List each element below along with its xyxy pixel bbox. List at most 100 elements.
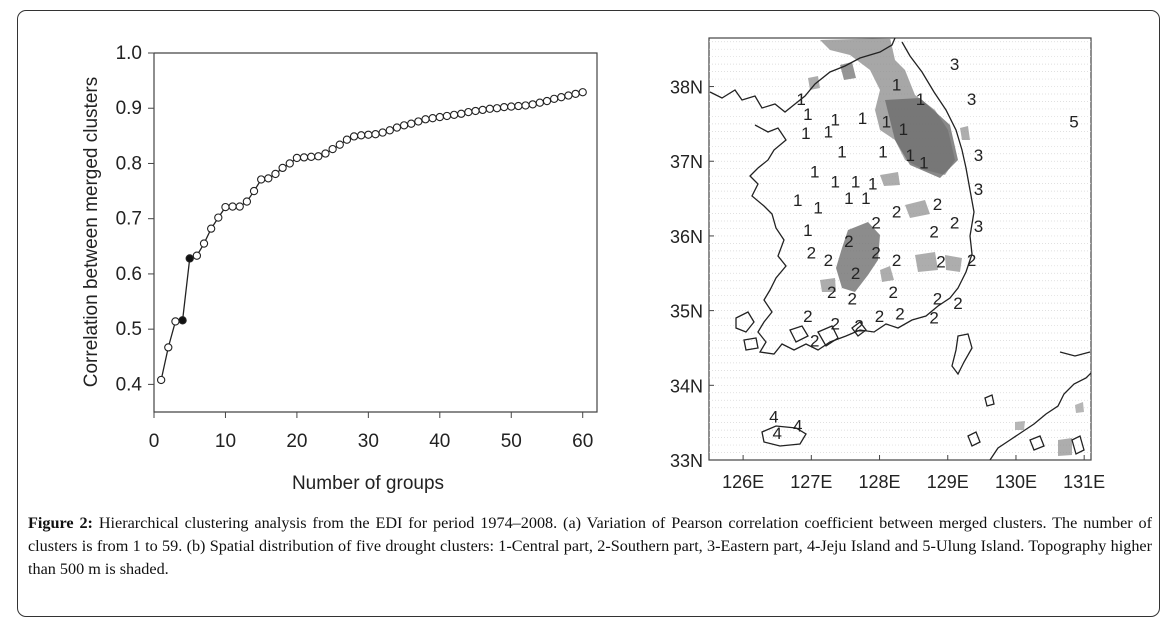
- cluster-label-3: 3: [950, 55, 959, 74]
- data-point: [385, 126, 394, 135]
- cluster-label-2: 2: [803, 307, 812, 326]
- data-point: [335, 140, 344, 149]
- cluster-label-2: 2: [824, 251, 833, 270]
- x-tick-label: 30: [358, 431, 379, 452]
- data-point: [278, 163, 287, 173]
- data-point: [207, 224, 216, 233]
- map-grid: [709, 41, 1091, 453]
- data-point: [242, 197, 252, 206]
- y-tick-label: 0.8: [116, 153, 142, 174]
- cluster-label-2: 2: [936, 252, 945, 271]
- data-point: [235, 202, 244, 211]
- cluster-label-2: 2: [892, 251, 901, 270]
- data-point: [199, 239, 209, 248]
- cluster-label-2: 2: [844, 232, 853, 251]
- data-point: [192, 251, 202, 260]
- cluster-label-2: 2: [967, 251, 976, 270]
- cluster-label-2: 2: [871, 213, 880, 232]
- lat-label: 34N: [670, 376, 703, 396]
- cluster-label-2: 2: [953, 294, 962, 313]
- latitude-labels: 38N 37N 36N 35N 34N 33N: [670, 78, 714, 471]
- data-point: [264, 174, 273, 183]
- cluster-label-1: 1: [803, 105, 812, 124]
- data-point: [407, 119, 416, 128]
- cluster-label-1: 1: [861, 189, 870, 208]
- figure-label: Figure 2:: [28, 514, 93, 532]
- cluster-label-3: 3: [974, 180, 983, 199]
- y-axis-label: Correlation between merged clusters: [81, 77, 102, 388]
- figure-caption: Figure 2: Hierarchical clustering analys…: [28, 512, 1152, 581]
- cluster-label-2: 2: [830, 314, 839, 333]
- cluster-label-1: 1: [824, 122, 833, 141]
- lat-label: 37N: [670, 152, 703, 172]
- cluster-label-1: 1: [899, 120, 908, 139]
- data-point: [578, 88, 587, 97]
- cluster-label-2: 2: [875, 307, 884, 326]
- cluster-label-4: 4: [769, 408, 778, 427]
- lat-label: 33N: [670, 451, 703, 471]
- cluster-label-1: 1: [801, 124, 810, 143]
- x-tick-label: 20: [286, 431, 307, 452]
- data-point: [392, 123, 402, 132]
- cluster-label-1: 1: [844, 189, 853, 208]
- cluster-label-1: 1: [882, 113, 891, 132]
- cluster-label-2: 2: [929, 222, 938, 241]
- data-point: [214, 213, 223, 222]
- cluster-label-5: 5: [1069, 113, 1078, 132]
- cluster-label-1: 1: [892, 75, 901, 94]
- plot-frame: [153, 52, 598, 413]
- cluster-label-3: 3: [967, 90, 976, 109]
- cluster-label-1: 1: [793, 191, 802, 210]
- x-tick-label: 10: [215, 431, 236, 452]
- cluster-label-2: 2: [888, 283, 897, 302]
- cluster-label-1: 1: [810, 163, 819, 182]
- y-tick-label: 0.9: [116, 98, 142, 119]
- cluster-label-1: 1: [868, 175, 877, 194]
- data-point: [342, 135, 352, 144]
- chart-points: [156, 88, 587, 385]
- cluster-label-1: 1: [878, 143, 887, 162]
- cluster-label-2: 2: [950, 213, 959, 232]
- cluster-label-1: 1: [837, 143, 846, 162]
- data-point: [185, 254, 194, 263]
- y-tick-label: 1.0: [116, 43, 142, 64]
- y-tick-label: 0.5: [116, 319, 142, 340]
- lon-label: 131E: [1063, 472, 1105, 492]
- y-tick-label: 0.4: [116, 374, 143, 395]
- cluster-label-1: 1: [919, 154, 928, 173]
- x-tick-label: 0: [149, 431, 160, 452]
- y-tick-label: 0.7: [116, 209, 142, 230]
- correlation-chart: 0 10 20 30 40 50 60 0.4 0.5 0.6 0.7 0.8 0.9 1.0 Numbe…: [81, 43, 598, 494]
- lon-label: 129E: [927, 472, 969, 492]
- cluster-label-1: 1: [813, 199, 822, 218]
- cluster-label-1: 1: [916, 90, 925, 109]
- cluster-label-1: 1: [851, 172, 860, 191]
- cluster-label-2: 2: [851, 264, 860, 283]
- data-point: [414, 117, 423, 126]
- cluster-label-2: 2: [895, 305, 904, 324]
- cluster-label-2: 2: [929, 308, 938, 327]
- cluster-label-2: 2: [933, 290, 942, 309]
- cluster-label-2: 2: [827, 283, 836, 302]
- cluster-label-1: 1: [830, 172, 839, 191]
- chart-axes: [153, 52, 598, 413]
- data-point: [156, 375, 166, 385]
- lon-label: 130E: [995, 472, 1037, 492]
- cluster-label-3: 3: [974, 146, 983, 165]
- cluster-label-1: 1: [858, 109, 867, 128]
- cluster-label-1: 1: [803, 221, 812, 240]
- x-tick-label: 60: [572, 431, 593, 452]
- data-point: [378, 128, 387, 137]
- cluster-label-2: 2: [871, 243, 880, 262]
- data-point: [178, 316, 187, 325]
- data-point: [321, 149, 330, 158]
- coastline: [709, 38, 1091, 460]
- data-point: [542, 96, 552, 106]
- cluster-label-4: 4: [772, 424, 781, 443]
- chart-ticks: 0 10 20 30 40 50 60 0.4 0.5 0.6 0.7 0.8 0.9 1.0: [116, 43, 594, 452]
- lon-label: 128E: [859, 472, 901, 492]
- cluster-label-2: 2: [848, 290, 857, 309]
- lat-label: 36N: [670, 227, 703, 247]
- longitude-labels: 126E 127E 128E 129E 130E 131E: [722, 455, 1105, 492]
